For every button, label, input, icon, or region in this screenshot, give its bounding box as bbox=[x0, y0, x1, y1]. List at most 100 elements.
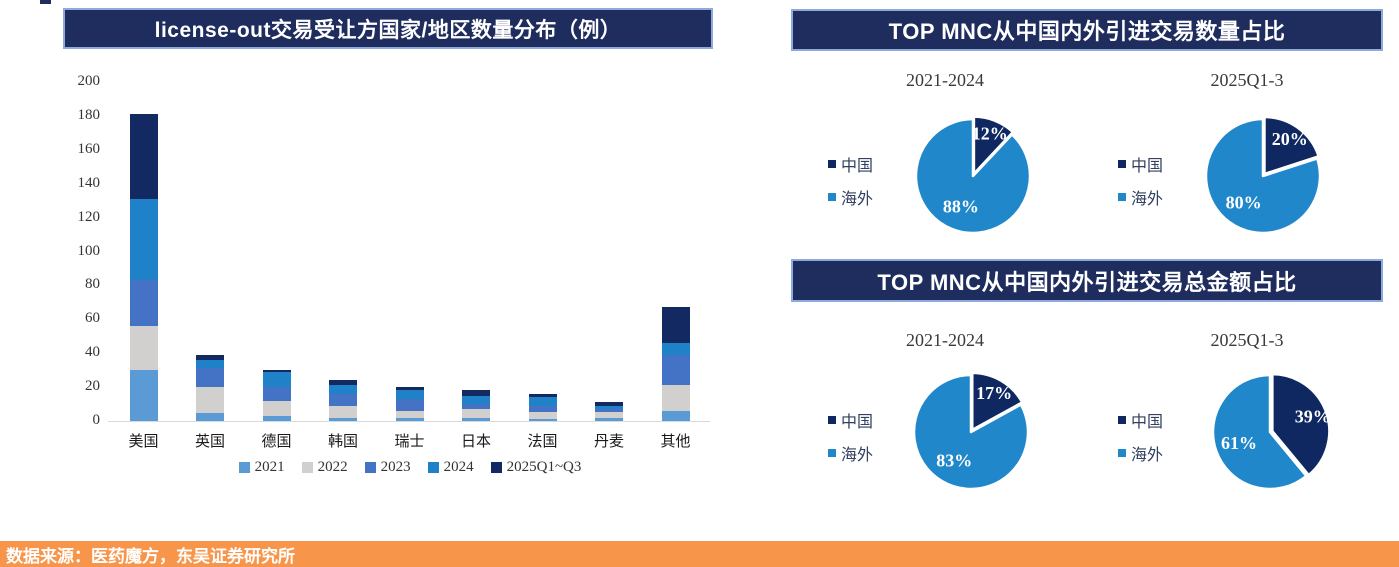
bar-segment-其他-2024 bbox=[661, 343, 690, 355]
bar-segment-法国-2025Q1~Q3 bbox=[528, 393, 557, 398]
bar-legend-label-2024: 2024 bbox=[443, 459, 474, 475]
pie-3-slice-china bbox=[971, 371, 1024, 432]
bar-segment-英国-2021 bbox=[196, 412, 224, 421]
pie-4-legend-item-海外: 海外 bbox=[1118, 441, 1163, 465]
bar-segment-英国-2025Q1~Q3 bbox=[196, 354, 224, 360]
pie-subtitle-amount-2021-2024: 2021-2024 bbox=[906, 330, 984, 350]
x-label-英国: 英国 bbox=[194, 434, 225, 450]
bar-segment-其他-2021 bbox=[661, 410, 690, 421]
bar-segment-韩国-2024 bbox=[329, 385, 357, 394]
data-source-footer: 数据来源：医药魔方，东吴证券研究所 bbox=[0, 541, 1399, 567]
bar-segment-法国-2021 bbox=[528, 419, 557, 421]
pie-2-legend: 中国 海外 bbox=[1118, 152, 1163, 218]
bar-segment-瑞士-2022 bbox=[395, 410, 424, 418]
bar-美国 bbox=[129, 114, 158, 421]
x-label-丹麦: 丹麦 bbox=[593, 434, 624, 450]
bar-chart-title: license-out交易受让方国家/地区数量分布（例） bbox=[63, 8, 713, 49]
pie-1-chart: 12% 88% bbox=[914, 115, 1032, 235]
bar-segment-美国-2025Q1~Q3 bbox=[129, 114, 158, 199]
x-label-韩国: 韩国 bbox=[327, 434, 358, 450]
bar-legend-swatch-2023 bbox=[364, 462, 376, 473]
y-tick-100: 100 bbox=[77, 242, 101, 259]
y-tick-140: 140 bbox=[77, 174, 101, 191]
bar-segment-美国-2024 bbox=[129, 198, 158, 281]
bar-segment-瑞士-2023 bbox=[395, 398, 424, 411]
pies-bottom-panel-title: TOP MNC从中国内外引进交易总金额占比 bbox=[791, 259, 1383, 302]
x-axis-line bbox=[108, 421, 710, 422]
pie-1-legend-label-海外: 海外 bbox=[841, 191, 874, 208]
pie-subtitle-amount-2025q1-3: 2025Q1-3 bbox=[1210, 330, 1284, 350]
pie-2-slice-overseas bbox=[1204, 117, 1322, 235]
bar-segment-德国-2024 bbox=[262, 371, 291, 388]
y-tick-40: 40 bbox=[85, 344, 100, 361]
pie-1-label-overseas: 88% bbox=[943, 197, 979, 217]
bar-segment-韩国-2021 bbox=[329, 417, 357, 421]
pie-1-slice-overseas bbox=[914, 117, 1032, 235]
pie-4-legend-swatch-中国 bbox=[1118, 416, 1126, 424]
bar-法国 bbox=[528, 393, 557, 421]
bar-segment-丹麦-2023 bbox=[595, 409, 623, 413]
pie-4-label-china: 39% bbox=[1295, 407, 1331, 427]
bar-segment-其他-2022 bbox=[661, 385, 690, 411]
bar-segment-韩国-2022 bbox=[329, 405, 357, 418]
bar-legend-label-2025Q1~Q3: 2025Q1~Q3 bbox=[506, 459, 582, 475]
pie-4-legend-label-海外: 海外 bbox=[1131, 447, 1164, 464]
y-tick-20: 20 bbox=[85, 378, 100, 395]
pie-4-legend-label-中国: 中国 bbox=[1131, 414, 1164, 431]
pie-subtitle-count-2025q1-3: 2025Q1-3 bbox=[1210, 70, 1284, 90]
bar-legend-item-2022: 2022 bbox=[301, 459, 348, 476]
pie-2-label-china: 20% bbox=[1272, 129, 1308, 149]
bar-chart-legend: 2021 2022 2023 2024 2025Q1~Q3 bbox=[110, 459, 710, 476]
bar-韩国 bbox=[329, 380, 357, 421]
pie-4-slice-china bbox=[1271, 372, 1331, 477]
bar-segment-日本-2021 bbox=[462, 417, 490, 421]
bar-legend-swatch-2024 bbox=[427, 462, 439, 473]
bar-segment-韩国-2023 bbox=[329, 393, 357, 406]
bar-legend-label-2021: 2021 bbox=[254, 459, 285, 475]
y-tick-60: 60 bbox=[85, 310, 100, 327]
x-label-美国: 美国 bbox=[128, 434, 159, 450]
y-tick-120: 120 bbox=[77, 208, 101, 225]
bar-segment-丹麦-2022 bbox=[595, 412, 623, 418]
bar-日本 bbox=[462, 390, 490, 421]
y-tick-160: 160 bbox=[77, 140, 101, 157]
pie-2-legend-label-海外: 海外 bbox=[1131, 191, 1164, 208]
bar-segment-日本-2022 bbox=[462, 409, 490, 418]
bar-segment-日本-2025Q1~Q3 bbox=[462, 390, 490, 396]
y-tick-180: 180 bbox=[77, 106, 101, 123]
pie-1-label-china: 12% bbox=[972, 124, 1008, 144]
bar-legend-swatch-2021 bbox=[238, 462, 250, 473]
bar-英国 bbox=[196, 354, 224, 421]
pie-2-legend-item-海外: 海外 bbox=[1118, 185, 1163, 209]
bar-segment-美国-2021 bbox=[129, 370, 158, 421]
bar-segment-日本-2024 bbox=[462, 395, 490, 405]
pie-3-slice-overseas bbox=[912, 373, 1030, 491]
pie-1-legend-item-海外: 海外 bbox=[828, 185, 873, 209]
bar-legend-item-2025Q1~Q3: 2025Q1~Q3 bbox=[490, 459, 582, 476]
bar-segment-韩国-2025Q1~Q3 bbox=[329, 380, 357, 386]
bar-segment-德国-2025Q1~Q3 bbox=[262, 370, 291, 372]
bar-legend-item-2021: 2021 bbox=[238, 459, 285, 476]
bar-segment-英国-2022 bbox=[196, 387, 224, 413]
bar-segment-丹麦-2021 bbox=[595, 417, 623, 421]
bar-legend-label-2023: 2023 bbox=[380, 459, 411, 475]
bar-segment-英国-2023 bbox=[196, 368, 224, 388]
x-label-其他: 其他 bbox=[660, 434, 691, 450]
bar-segment-德国-2021 bbox=[262, 415, 291, 421]
pie-3-legend-swatch-海外 bbox=[828, 449, 836, 457]
pie-3-legend-swatch-中国 bbox=[828, 416, 836, 424]
bar-segment-瑞士-2024 bbox=[395, 390, 424, 399]
y-tick-0: 0 bbox=[92, 412, 101, 428]
pies-top-panel-title: TOP MNC从中国内外引进交易数量占比 bbox=[791, 9, 1383, 51]
bar-segment-英国-2024 bbox=[196, 359, 224, 369]
pie-3-legend: 中国 海外 bbox=[828, 408, 873, 474]
pie-4-slice-overseas bbox=[1211, 373, 1308, 491]
bar-legend-swatch-2022 bbox=[301, 462, 313, 473]
pie-2-legend-label-中国: 中国 bbox=[1131, 158, 1164, 175]
pie-2-chart: 20% 80% bbox=[1204, 115, 1322, 235]
bar-segment-美国-2023 bbox=[129, 280, 158, 327]
y-tick-200: 200 bbox=[77, 73, 101, 89]
pie-3-legend-item-海外: 海外 bbox=[828, 441, 873, 465]
pie-3-legend-item-中国: 中国 bbox=[828, 408, 873, 432]
bar-legend-label-2022: 2022 bbox=[317, 459, 348, 475]
